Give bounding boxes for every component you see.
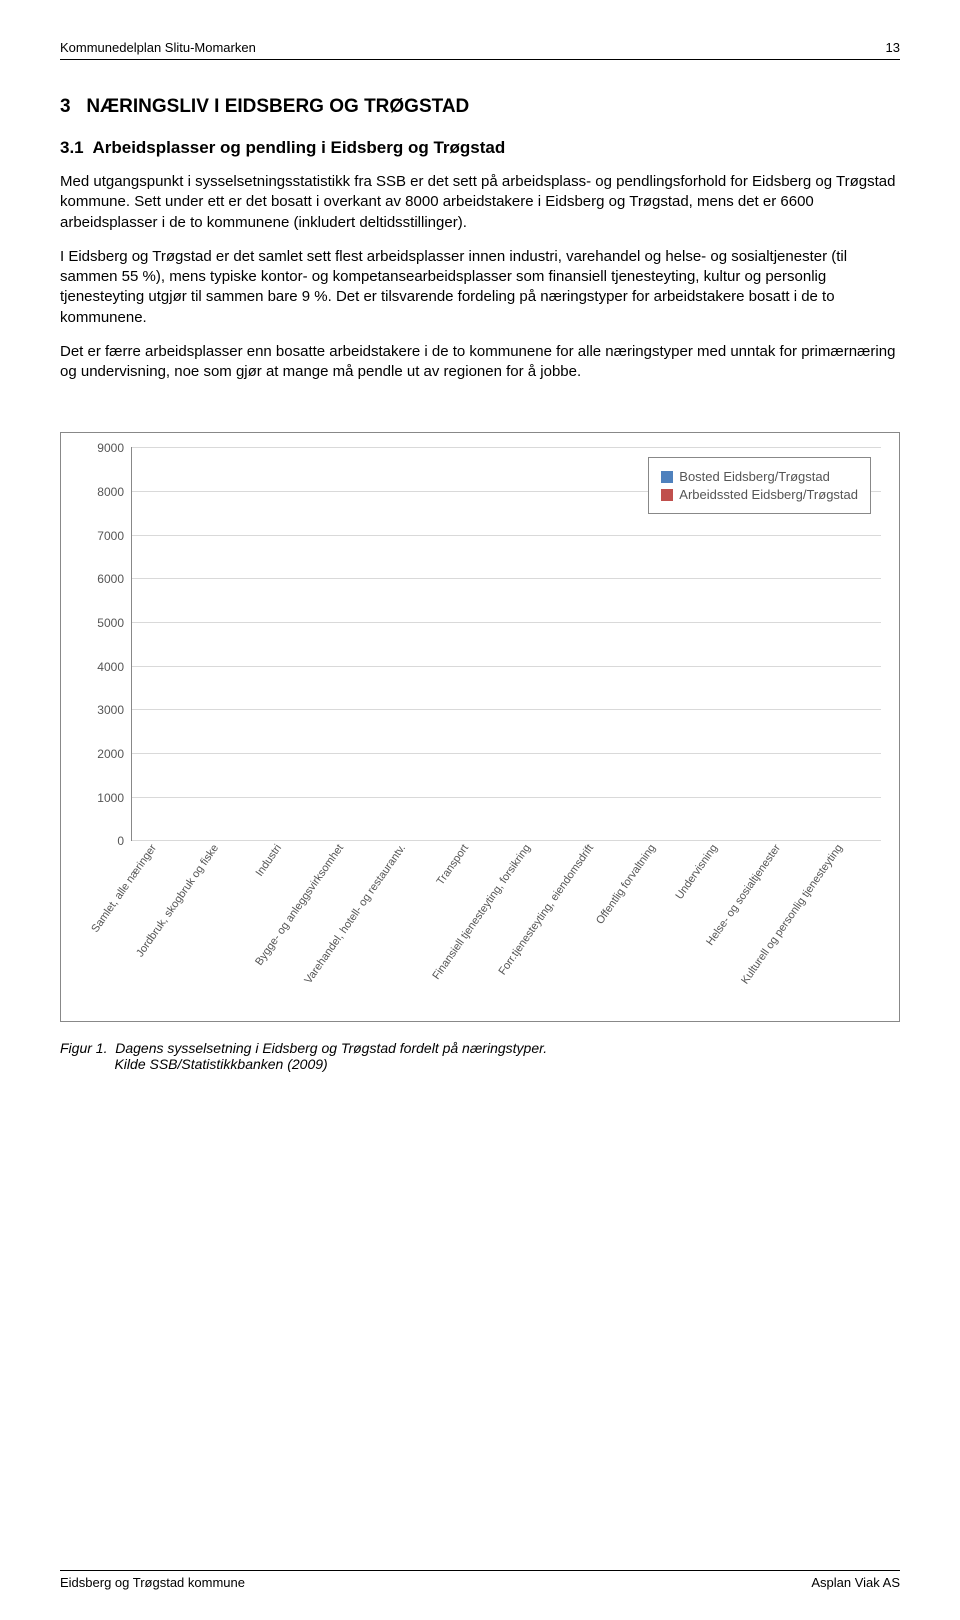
x-axis-label: Samlet, alle næringer <box>89 843 159 936</box>
y-axis-label: 8000 <box>97 485 132 499</box>
subsection-number: 3.1 <box>60 138 84 157</box>
caption-prefix: Figur 1. <box>60 1040 107 1056</box>
x-axis-label: Varehandel, hotell- og restaurantv. <box>303 843 409 987</box>
y-axis-label: 5000 <box>97 616 132 630</box>
page: Kommunedelplan Slitu-Momarken 13 3 NÆRIN… <box>0 0 960 1620</box>
legend-label: Arbeidssted Eidsberg/Trøgstad <box>679 487 858 502</box>
y-axis-label: 1000 <box>97 791 132 805</box>
employment-chart: Samlet, alle næringerJordbruk, skogbruk … <box>60 432 900 1022</box>
page-number: 13 <box>886 40 900 55</box>
x-axis-label: Transport <box>434 843 471 888</box>
paragraph: Det er færre arbeidsplasser enn bosatte … <box>60 342 900 383</box>
footer-right: Asplan Viak AS <box>811 1575 900 1590</box>
y-axis-label: 6000 <box>97 572 132 586</box>
page-header: Kommunedelplan Slitu-Momarken 13 <box>60 40 900 60</box>
y-axis-label: 4000 <box>97 660 132 674</box>
section-number: 3 <box>60 96 71 117</box>
legend-item: Bosted Eidsberg/Trøgstad <box>661 469 858 484</box>
paragraph: Med utgangspunkt i sysselsetningsstatist… <box>60 172 900 233</box>
x-axis-label: Industri <box>253 843 284 879</box>
legend-swatch <box>661 489 673 501</box>
section-heading: 3 NÆRINGSLIV I EIDSBERG OG TRØGSTAD <box>60 96 900 118</box>
y-axis-label: 0 <box>117 834 132 848</box>
x-axis-label: Undervisning <box>674 843 721 902</box>
chart-legend: Bosted Eidsberg/Trøgstad Arbeidssted Eid… <box>648 457 871 514</box>
header-title: Kommunedelplan Slitu-Momarken <box>60 40 256 55</box>
caption-line: Dagens sysselsetning i Eidsberg og Trøgs… <box>115 1040 547 1056</box>
y-axis-label: 2000 <box>97 747 132 761</box>
y-axis-label: 7000 <box>97 529 132 543</box>
figure-caption: Figur 1. Dagens sysselsetning i Eidsberg… <box>60 1040 900 1072</box>
footer-left: Eidsberg og Trøgstad kommune <box>60 1575 245 1590</box>
x-axis-label: Kulturell og personlig tjenesteyting <box>739 843 845 987</box>
x-axis-label: Offentlig forvaltning <box>594 843 658 927</box>
page-footer: Eidsberg og Trøgstad kommune Asplan Viak… <box>60 1570 900 1590</box>
paragraph: I Eidsberg og Trøgstad er det samlet set… <box>60 247 900 328</box>
subsection-title: Arbeidsplasser og pendling i Eidsberg og… <box>92 138 505 157</box>
y-axis-label: 9000 <box>97 441 132 455</box>
subsection-heading: 3.1 Arbeidsplasser og pendling i Eidsber… <box>60 138 900 158</box>
caption-line: Kilde SSB/Statistikkbanken (2009) <box>114 1056 327 1072</box>
section-title: NÆRINGSLIV I EIDSBERG OG TRØGSTAD <box>86 96 469 117</box>
legend-item: Arbeidssted Eidsberg/Trøgstad <box>661 487 858 502</box>
y-axis-label: 3000 <box>97 703 132 717</box>
legend-label: Bosted Eidsberg/Trøgstad <box>679 469 830 484</box>
legend-swatch <box>661 471 673 483</box>
